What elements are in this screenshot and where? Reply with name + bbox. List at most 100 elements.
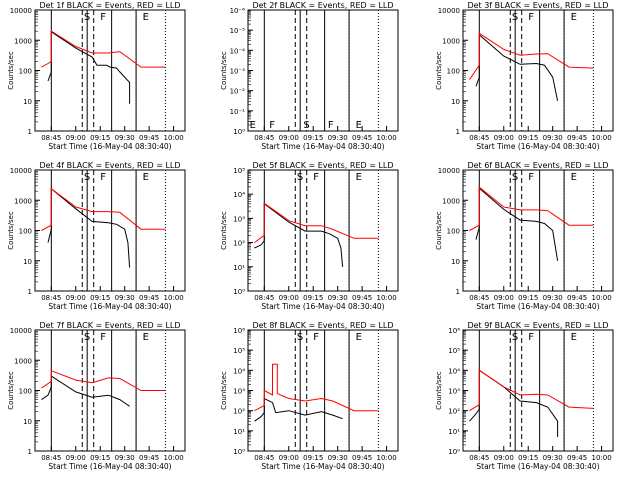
marker-label: E bbox=[571, 12, 577, 23]
y-tick-label: 1 bbox=[456, 288, 460, 296]
x-tick-label: 10:00 bbox=[591, 134, 611, 142]
marker-label: F bbox=[528, 332, 534, 343]
y-axis-label: Counts/sec bbox=[435, 51, 443, 90]
x-tick-label: 09:00 bbox=[279, 134, 299, 142]
x-tick-label: 08:45 bbox=[469, 454, 489, 462]
series-lld bbox=[41, 187, 166, 231]
series-events bbox=[254, 397, 343, 422]
y-tick-label: 10² bbox=[448, 408, 460, 416]
x-tick-label: 10:00 bbox=[376, 454, 396, 462]
marker-label: S bbox=[297, 172, 303, 183]
y-tick-label: 10⁵ bbox=[233, 347, 245, 355]
panel-3: Det 3f BLACK = Events, RED = LLD S F E 1 10 10… bbox=[435, 1, 614, 151]
y-tick-label: 10⁴ bbox=[233, 367, 245, 375]
y-tick-label: 10000 bbox=[438, 7, 460, 15]
series-events bbox=[469, 369, 559, 437]
x-tick-label: 10:00 bbox=[376, 134, 396, 142]
y-axis-label: Counts/sec bbox=[220, 211, 228, 250]
y-tick-label: 10⁻¹ bbox=[230, 108, 246, 116]
y-tick-label: 1 bbox=[28, 288, 32, 296]
marker-label: F bbox=[528, 172, 534, 183]
panel-title: Det 8f BLACK = Events, RED = LLD bbox=[252, 321, 393, 330]
x-tick-label: 10:00 bbox=[591, 454, 611, 462]
panel-5: Det 5f BLACK = Events, RED = LLD S F E 10⁰ 10… bbox=[220, 161, 399, 311]
x-tick-label: 09:30 bbox=[115, 454, 135, 462]
x-tick-label: 09:30 bbox=[543, 294, 563, 302]
marker-label: F bbox=[313, 172, 319, 183]
series-lld bbox=[254, 363, 379, 412]
series-events bbox=[254, 202, 344, 267]
x-tick-label: 10:00 bbox=[163, 294, 183, 302]
y-tick-label: 1000 bbox=[14, 197, 32, 205]
series-lld bbox=[469, 186, 594, 231]
y-axis-label: Counts/sec bbox=[7, 371, 15, 410]
y-tick-label: 10000 bbox=[10, 7, 32, 15]
y-tick-label: 10⁻⁴ bbox=[230, 47, 246, 55]
x-tick-label: 09:15 bbox=[518, 294, 538, 302]
x-tick-label: 10:00 bbox=[163, 134, 183, 142]
x-tick-label: 09:30 bbox=[328, 294, 348, 302]
x-tick-label: 09:30 bbox=[115, 294, 135, 302]
y-tick-label: 10⁻³ bbox=[230, 68, 246, 76]
panel-1: Det 1f BLACK = Events, RED = LLD S F E 1 10 10… bbox=[7, 1, 186, 151]
y-tick-label: 1000 bbox=[442, 37, 460, 45]
y-tick-label: 10⁴ bbox=[448, 367, 460, 375]
y-axis-label: Counts/sec bbox=[220, 371, 228, 410]
x-tick-label: 09:00 bbox=[66, 294, 86, 302]
y-tick-label: 10⁻² bbox=[230, 88, 246, 96]
y-tick-label: 1000 bbox=[442, 197, 460, 205]
panel-title: Det 2f BLACK = Events, RED = LLD bbox=[252, 1, 393, 10]
marker-label: E bbox=[143, 332, 149, 343]
y-tick-label: 10 bbox=[451, 258, 460, 266]
y-tick-label: 10⁻⁵ bbox=[230, 27, 246, 35]
y-tick-label: 10⁶ bbox=[448, 327, 460, 335]
y-tick-label: 10 bbox=[23, 258, 32, 266]
marker-label: F bbox=[528, 12, 534, 23]
series-events bbox=[47, 30, 131, 104]
x-tick-label: 09:45 bbox=[352, 454, 372, 462]
x-tick-label: 09:45 bbox=[139, 134, 159, 142]
y-tick-label: 10⁰ bbox=[448, 448, 460, 456]
panel-title: Det 5f BLACK = Events, RED = LLD bbox=[252, 161, 393, 170]
x-axis-label: Start Time (16-May-04 08:30:40) bbox=[48, 302, 171, 311]
x-axis-label: Start Time (16-May-04 08:30:40) bbox=[48, 462, 171, 471]
series-events bbox=[41, 375, 130, 407]
y-tick-label: 1 bbox=[456, 128, 460, 136]
panel-title: Det 6f BLACK = Events, RED = LLD bbox=[467, 161, 608, 170]
marker-label: E bbox=[356, 120, 362, 131]
marker-label: F bbox=[100, 12, 106, 23]
series-events bbox=[475, 33, 559, 101]
x-tick-label: 09:45 bbox=[139, 294, 159, 302]
x-tick-label: 09:45 bbox=[567, 134, 587, 142]
x-tick-label: 09:45 bbox=[567, 294, 587, 302]
x-tick-label: 09:45 bbox=[567, 454, 587, 462]
y-tick-label: 10⁵ bbox=[448, 347, 460, 355]
y-tick-label: 100 bbox=[19, 388, 32, 396]
x-tick-label: 09:00 bbox=[66, 454, 86, 462]
y-tick-label: 10³ bbox=[233, 388, 245, 396]
y-tick-label: 10¹ bbox=[233, 264, 245, 272]
marker-label: S bbox=[84, 332, 90, 343]
panel-title: Det 1f BLACK = Events, RED = LLD bbox=[39, 1, 180, 10]
marker-label: E bbox=[571, 172, 577, 183]
marker-label: F bbox=[100, 172, 106, 183]
marker-label: S bbox=[512, 332, 518, 343]
x-tick-label: 10:00 bbox=[591, 294, 611, 302]
panel-title: Det 3f BLACK = Events, RED = LLD bbox=[467, 1, 608, 10]
x-axis-label: Start Time (16-May-04 08:30:40) bbox=[476, 142, 599, 151]
x-axis-label: Start Time (16-May-04 08:30:40) bbox=[261, 462, 384, 471]
x-tick-label: 09:45 bbox=[139, 454, 159, 462]
plot-frame bbox=[247, 169, 399, 292]
x-tick-label: 09:15 bbox=[90, 134, 110, 142]
marker-label: E bbox=[143, 172, 149, 183]
panel-6: Det 6f BLACK = Events, RED = LLD S F E 1 10 10… bbox=[435, 161, 614, 311]
x-tick-label: 10:00 bbox=[376, 294, 396, 302]
y-tick-label: 10 bbox=[451, 98, 460, 106]
y-tick-label: 100 bbox=[19, 68, 32, 76]
x-tick-label: 09:00 bbox=[66, 134, 86, 142]
y-axis-label: Counts/sec bbox=[220, 51, 228, 90]
marker-label: F bbox=[313, 332, 319, 343]
x-tick-label: 09:00 bbox=[279, 294, 299, 302]
x-tick-label: 09:15 bbox=[518, 134, 538, 142]
